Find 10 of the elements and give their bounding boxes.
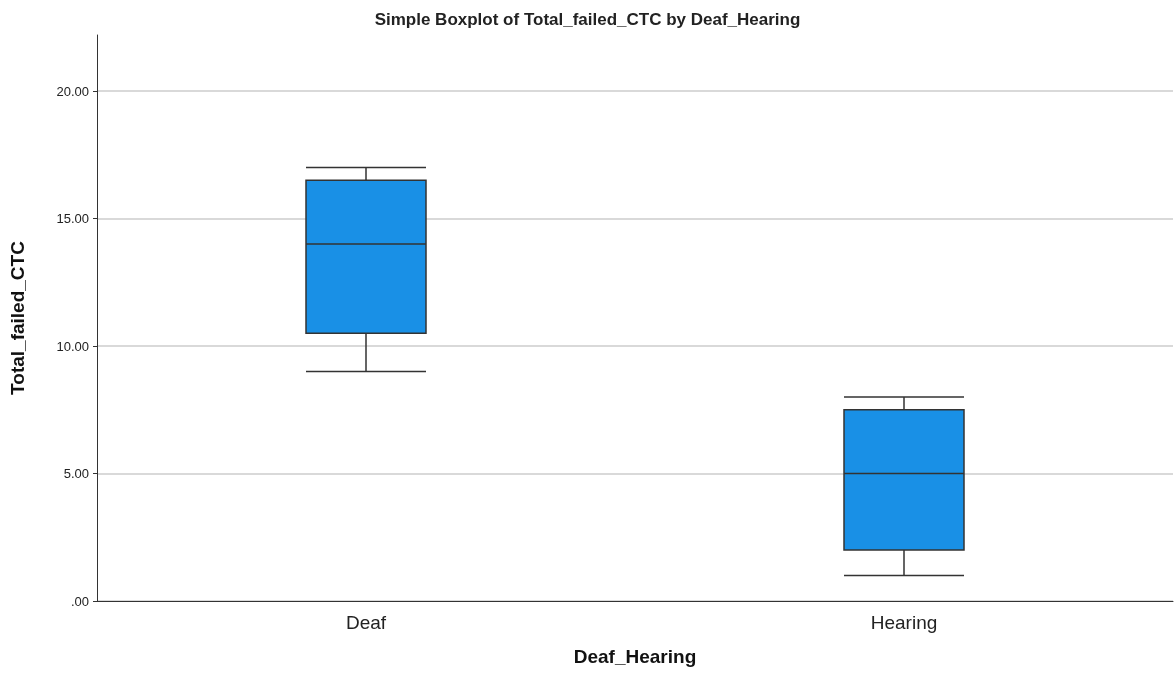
y-axis-title: Total_failed_CTC — [7, 240, 28, 395]
y-tick-label: 20.00 — [56, 83, 89, 99]
x-tick-label: Hearing — [870, 612, 938, 633]
y-tick-label: 5.00 — [63, 466, 89, 482]
y-tick-label: 10.00 — [56, 338, 89, 354]
chart-title: Simple Boxplot of Total_failed_CTC by Deaf_Hearing — [374, 10, 801, 29]
x-axis-title: Deaf_Hearing — [573, 646, 697, 667]
y-tick-label: .00 — [70, 593, 89, 609]
x-tick-label: Deaf — [345, 612, 387, 633]
y-tick-label: 15.00 — [56, 211, 89, 227]
